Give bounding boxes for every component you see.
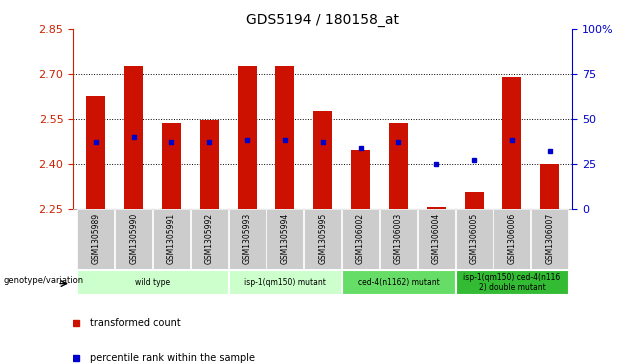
Bar: [275, 66, 294, 209]
Bar: [494, 209, 530, 269]
Bar: [78, 270, 228, 294]
Bar: [266, 209, 303, 269]
Text: GSM1305994: GSM1305994: [280, 213, 289, 264]
Text: isp-1(qm150) mutant: isp-1(qm150) mutant: [244, 278, 326, 287]
Bar: [115, 209, 152, 269]
Bar: [153, 209, 190, 269]
Text: GSM1306002: GSM1306002: [356, 213, 365, 264]
Bar: [342, 209, 379, 269]
Bar: [228, 209, 266, 269]
Bar: [162, 123, 181, 209]
Bar: [540, 164, 559, 209]
Bar: [380, 209, 417, 269]
Text: GSM1305992: GSM1305992: [205, 213, 214, 264]
Text: ced-4(n1162) mutant: ced-4(n1162) mutant: [357, 278, 439, 287]
Bar: [78, 209, 114, 269]
Text: GSM1305989: GSM1305989: [92, 213, 100, 264]
Bar: [418, 209, 455, 269]
Text: percentile rank within the sample: percentile rank within the sample: [90, 352, 254, 363]
Bar: [531, 209, 568, 269]
Bar: [191, 209, 228, 269]
Bar: [427, 207, 446, 209]
Text: GSM1306004: GSM1306004: [432, 213, 441, 264]
Text: GSM1306007: GSM1306007: [545, 213, 554, 264]
Text: GSM1306003: GSM1306003: [394, 213, 403, 264]
Text: GSM1306006: GSM1306006: [508, 213, 516, 264]
Bar: [238, 66, 256, 209]
Bar: [465, 192, 483, 209]
Text: transformed count: transformed count: [90, 318, 181, 329]
Text: GSM1305991: GSM1305991: [167, 213, 176, 264]
Text: genotype/variation: genotype/variation: [4, 276, 84, 285]
Title: GDS5194 / 180158_at: GDS5194 / 180158_at: [246, 13, 399, 26]
Bar: [124, 66, 143, 209]
Text: GSM1305990: GSM1305990: [129, 213, 138, 264]
Bar: [228, 270, 342, 294]
Bar: [86, 97, 106, 209]
Text: isp-1(qm150) ced-4(n116
2) double mutant: isp-1(qm150) ced-4(n116 2) double mutant: [463, 273, 560, 292]
Bar: [342, 270, 455, 294]
Bar: [351, 150, 370, 209]
Bar: [455, 270, 568, 294]
Text: GSM1305993: GSM1305993: [242, 213, 252, 264]
Bar: [455, 209, 493, 269]
Bar: [314, 111, 332, 209]
Text: wild type: wild type: [135, 278, 170, 287]
Text: GSM1305995: GSM1305995: [318, 213, 328, 264]
Bar: [200, 121, 219, 209]
Bar: [502, 77, 522, 209]
Text: GSM1306005: GSM1306005: [469, 213, 478, 264]
Bar: [304, 209, 342, 269]
Bar: [389, 123, 408, 209]
